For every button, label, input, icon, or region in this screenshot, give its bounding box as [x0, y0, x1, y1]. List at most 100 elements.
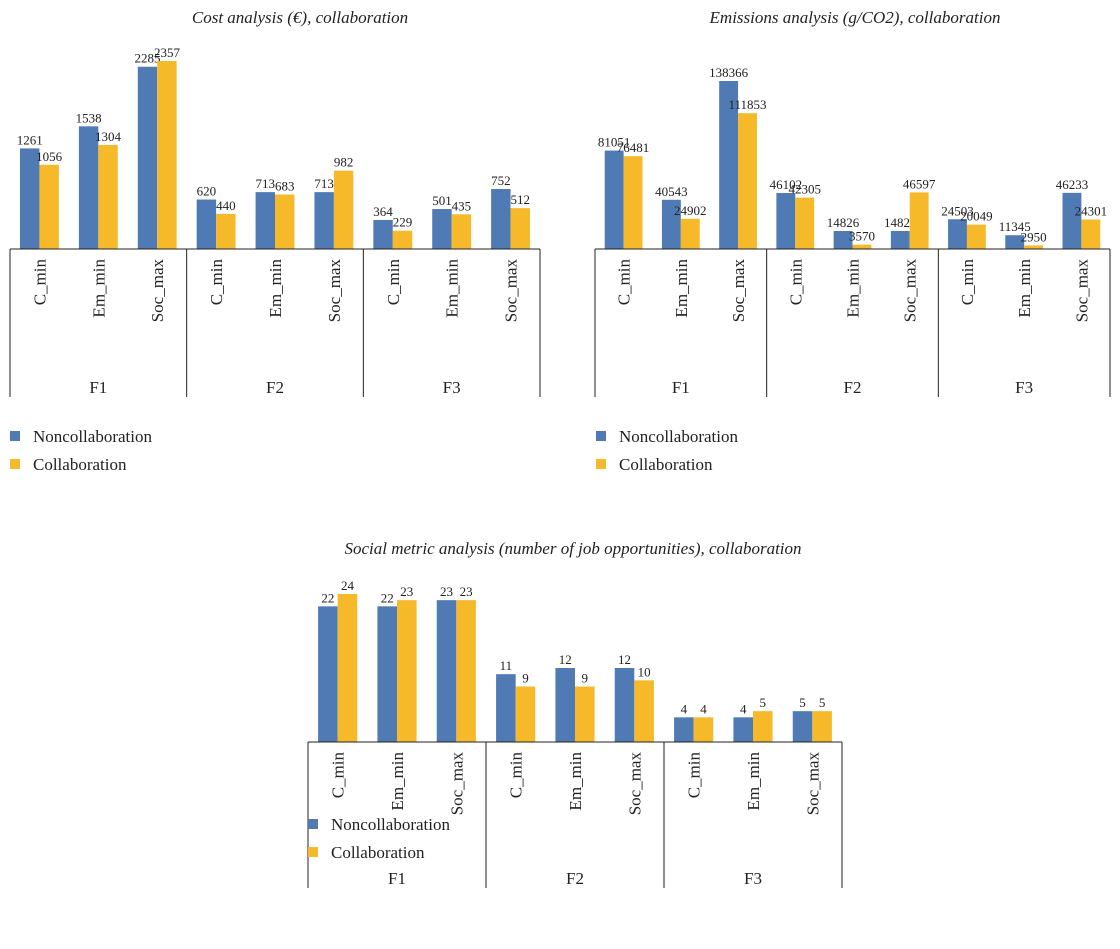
- category-tick-label: C_min: [615, 259, 634, 306]
- data-label: 12: [559, 652, 572, 667]
- data-label: 76481: [617, 140, 650, 155]
- legend: Noncollaboration Collaboration: [308, 815, 450, 862]
- data-label: 2950: [1021, 229, 1047, 244]
- noncollaboration-legend-swatch: [596, 431, 606, 441]
- category-tick-label: Soc_max: [729, 259, 748, 323]
- legend: Noncollaboration Collaboration: [596, 427, 738, 474]
- collaboration-bar: [275, 194, 295, 249]
- noncollaboration-legend-label: Noncollaboration: [33, 427, 152, 446]
- data-label: 22: [321, 590, 334, 605]
- collaboration-legend-swatch: [596, 459, 606, 469]
- noncollaboration-bar: [373, 219, 393, 249]
- noncollaboration-legend-swatch: [10, 431, 20, 441]
- noncollaboration-bar: [432, 209, 452, 249]
- collaboration-bar: [397, 600, 417, 742]
- collaboration-bar: [510, 208, 530, 249]
- collaboration-bar: [39, 164, 59, 249]
- data-label: 23: [460, 584, 473, 599]
- data-label: 713: [314, 176, 334, 191]
- noncollaboration-bar: [377, 606, 397, 742]
- category-tick-label: Em_min: [266, 259, 285, 318]
- data-label: 440: [216, 198, 236, 213]
- noncollaboration-bar: [491, 189, 511, 249]
- collaboration-bar: [157, 61, 177, 249]
- category-tick-label: Soc_max: [625, 752, 644, 816]
- data-label: 24: [341, 578, 355, 593]
- category-tick-label: Em_min: [443, 259, 462, 318]
- data-label: 42305: [788, 182, 821, 197]
- data-label: 24902: [674, 203, 707, 218]
- data-label: 4: [681, 701, 688, 716]
- group-label: F1: [89, 378, 107, 397]
- data-label: 501: [432, 193, 452, 208]
- noncollaboration-legend-label: Noncollaboration: [331, 815, 450, 834]
- noncollaboration-bar: [1062, 192, 1082, 249]
- collaboration-bar: [753, 711, 773, 742]
- data-label: 11345: [999, 219, 1031, 234]
- noncollaboration-bar: [890, 231, 910, 249]
- noncollaboration-bar: [948, 219, 967, 249]
- noncollaboration-bar: [555, 668, 575, 742]
- data-label: 713: [256, 176, 276, 191]
- noncollaboration-bar: [255, 192, 275, 249]
- group-label: F3: [443, 378, 461, 397]
- group-label: F1: [388, 869, 406, 888]
- noncollaboration-bar: [674, 717, 694, 742]
- group-label: F2: [266, 378, 284, 397]
- data-label: 364: [373, 204, 393, 219]
- collaboration-bar: [451, 214, 472, 249]
- data-label: 11: [500, 658, 513, 673]
- data-label: 12: [618, 652, 631, 667]
- data-label: 435: [452, 198, 472, 213]
- collaboration-legend-swatch: [10, 459, 20, 469]
- collaboration-bar: [738, 113, 757, 249]
- collaboration-bar: [966, 224, 986, 249]
- group-label: F2: [844, 378, 862, 397]
- category-tick-label: Soc_max: [447, 752, 466, 816]
- noncollaboration-legend-swatch: [308, 819, 318, 829]
- noncollaboration-bar: [496, 674, 516, 742]
- group-label: F3: [744, 869, 762, 888]
- noncollaboration-bar: [792, 711, 813, 742]
- collaboration-bar: [795, 197, 815, 249]
- category-tick-label: Soc_max: [803, 752, 822, 816]
- noncollaboration-bar: [604, 150, 624, 249]
- data-label: 10: [638, 664, 651, 679]
- data-label: 683: [275, 179, 295, 194]
- data-label: 4: [700, 701, 707, 716]
- collaboration-bar: [852, 244, 872, 249]
- category-tick-label: Em_min: [566, 752, 585, 811]
- collaboration-bar: [634, 680, 654, 742]
- category-tick-label: Em_min: [1015, 259, 1034, 318]
- chart-title: Cost analysis (€), collaboration: [192, 8, 408, 27]
- data-label: 14826: [827, 215, 860, 230]
- noncollaboration-bar: [776, 193, 796, 249]
- data-label: 1056: [36, 149, 63, 164]
- noncollaboration-bar: [614, 668, 635, 742]
- data-label: 46233: [1056, 177, 1089, 192]
- noncollaboration-bar: [661, 199, 681, 249]
- data-label: 3570: [849, 229, 875, 244]
- data-label: 40543: [655, 184, 688, 199]
- chart-title: Emissions analysis (g/CO2), collaboratio…: [709, 8, 1001, 27]
- category-tick-label: C_min: [207, 259, 226, 306]
- collaboration-bar: [98, 144, 118, 249]
- collaboration-bar: [456, 600, 476, 742]
- category-tick-label: C_min: [507, 752, 526, 799]
- data-label: 46597: [903, 176, 936, 191]
- category-tick-label: Soc_max: [148, 259, 167, 323]
- collaboration-bar: [693, 717, 714, 742]
- data-label: 982: [334, 155, 354, 170]
- data-label: 46102: [770, 177, 803, 192]
- chart-title: Social metric analysis (number of job op…: [344, 539, 801, 558]
- noncollaboration-bar: [833, 231, 853, 249]
- data-label: 9: [582, 671, 589, 686]
- category-tick-label: C_min: [685, 752, 704, 799]
- collaboration-legend-label: Collaboration: [619, 455, 713, 474]
- category-tick-label: Soc_max: [325, 259, 344, 323]
- data-label: 5: [819, 695, 826, 710]
- category-tick-label: C_min: [958, 259, 977, 306]
- chart-2: Emissions analysis (g/CO2), collaboratio…: [594, 8, 1111, 474]
- data-label: 1261: [17, 132, 43, 147]
